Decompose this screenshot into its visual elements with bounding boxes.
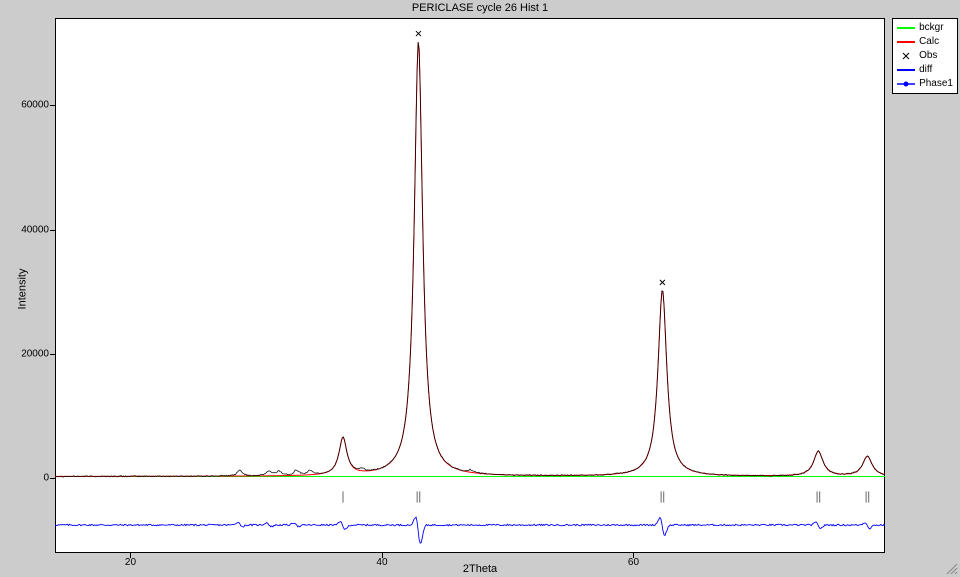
- y-tick-label: 0: [43, 473, 49, 484]
- x-axis-label: 2Theta: [463, 563, 497, 575]
- x-tick-label: 20: [125, 557, 136, 568]
- legend-item[interactable]: Calc: [897, 35, 953, 49]
- y-tick-label: 20000: [21, 348, 49, 359]
- x-tick-label: 60: [628, 557, 639, 568]
- y-tick-label: 60000: [21, 100, 49, 111]
- resize-grip-icon[interactable]: [944, 561, 958, 575]
- legend-item[interactable]: diff: [897, 63, 953, 77]
- legend-swatch: [897, 79, 915, 89]
- y-tick-label: 40000: [21, 224, 49, 235]
- legend-swatch: [897, 65, 915, 75]
- legend-swatch: [897, 51, 915, 61]
- legend-swatch: [897, 37, 915, 47]
- legend-label: bckgr: [919, 21, 943, 35]
- legend-item[interactable]: Obs: [897, 49, 953, 63]
- y-axis-label: Intensity: [16, 268, 28, 309]
- plot-area[interactable]: 0200004000060000204060: [55, 18, 885, 553]
- x-tick-label: 40: [376, 557, 387, 568]
- legend-item[interactable]: Phase1: [897, 77, 953, 91]
- legend-label: Calc: [919, 35, 939, 49]
- legend-item[interactable]: bckgr: [897, 21, 953, 35]
- legend[interactable]: bckgrCalcObsdiffPhase1: [892, 18, 958, 94]
- chart-title: PERICLASE cycle 26 Hist 1: [0, 2, 960, 14]
- legend-label: diff: [919, 63, 932, 77]
- figure-container: PERICLASE cycle 26 Hist 1 02000040000600…: [0, 0, 960, 577]
- legend-label: Phase1: [919, 77, 953, 91]
- plot-svg: [55, 18, 885, 553]
- legend-swatch: [897, 23, 915, 33]
- legend-label: Obs: [919, 49, 937, 63]
